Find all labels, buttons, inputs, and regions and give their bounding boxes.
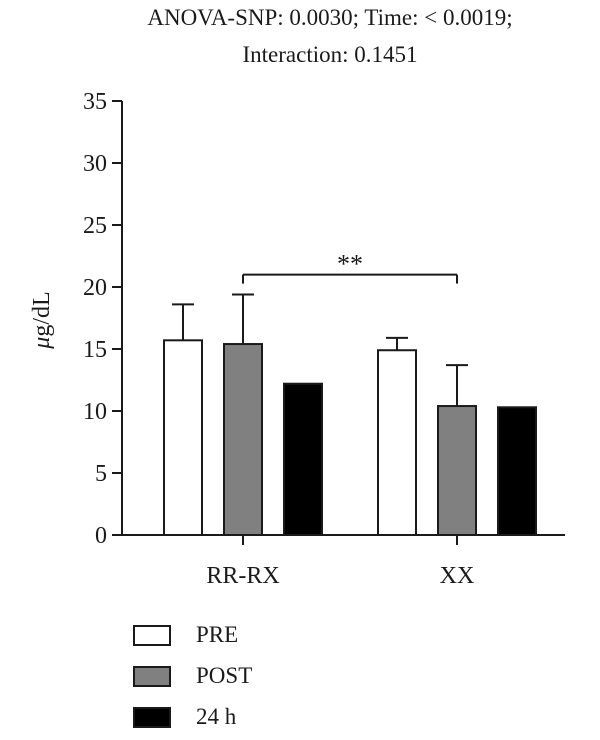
chart-title-line-1: ANOVA-SNP: 0.0030; Time: < 0.0019; — [147, 5, 513, 30]
legend-swatch-24h — [133, 706, 171, 728]
bar-24h-rr-rx — [283, 382, 323, 536]
y-tick-label-10: 10 — [83, 399, 107, 425]
legend-item-24h: 24 h — [133, 703, 236, 731]
y-tick-label-15: 15 — [83, 337, 107, 363]
legend-swatch-post — [133, 665, 171, 687]
significance-annotation: ** — [242, 250, 458, 284]
y-axis-label: μg/dL — [29, 291, 55, 349]
legend-label-pre: PRE — [196, 622, 239, 647]
legend-item-post: POST — [133, 662, 252, 690]
bar-pre-rr-rx — [163, 339, 203, 536]
legend-item-pre: PRE — [133, 621, 238, 649]
axes: 0 5 10 15 20 25 30 35 RR-RX XX — [83, 89, 565, 589]
bar-post-rr-rx — [223, 343, 263, 537]
y-tick-label-20: 20 — [83, 275, 107, 301]
bar-post-xx — [437, 405, 477, 537]
legend-swatch-pre — [133, 624, 171, 646]
bars — [163, 293, 537, 537]
y-tick-label-35: 35 — [83, 89, 107, 115]
significance-label: ** — [337, 250, 363, 279]
y-tick-label-0: 0 — [95, 523, 107, 549]
y-axis-label-mu: μ — [29, 337, 55, 350]
y-tick-label-5: 5 — [95, 461, 107, 487]
chart-title-line-2: Interaction: 0.1451 — [242, 42, 418, 67]
x-tick-label-xx: XX — [440, 563, 475, 589]
legend-label-24h: 24 h — [196, 704, 237, 729]
y-tick-label-30: 30 — [83, 151, 107, 177]
bar-24h-xx — [497, 406, 537, 536]
x-tick-label-rr-rx: RR-RX — [206, 563, 279, 589]
y-axis-label-unit: g/dL — [29, 291, 55, 336]
y-tick-label-25: 25 — [83, 213, 107, 239]
bar-pre-xx — [377, 349, 417, 536]
legend-label-post: POST — [196, 663, 253, 688]
